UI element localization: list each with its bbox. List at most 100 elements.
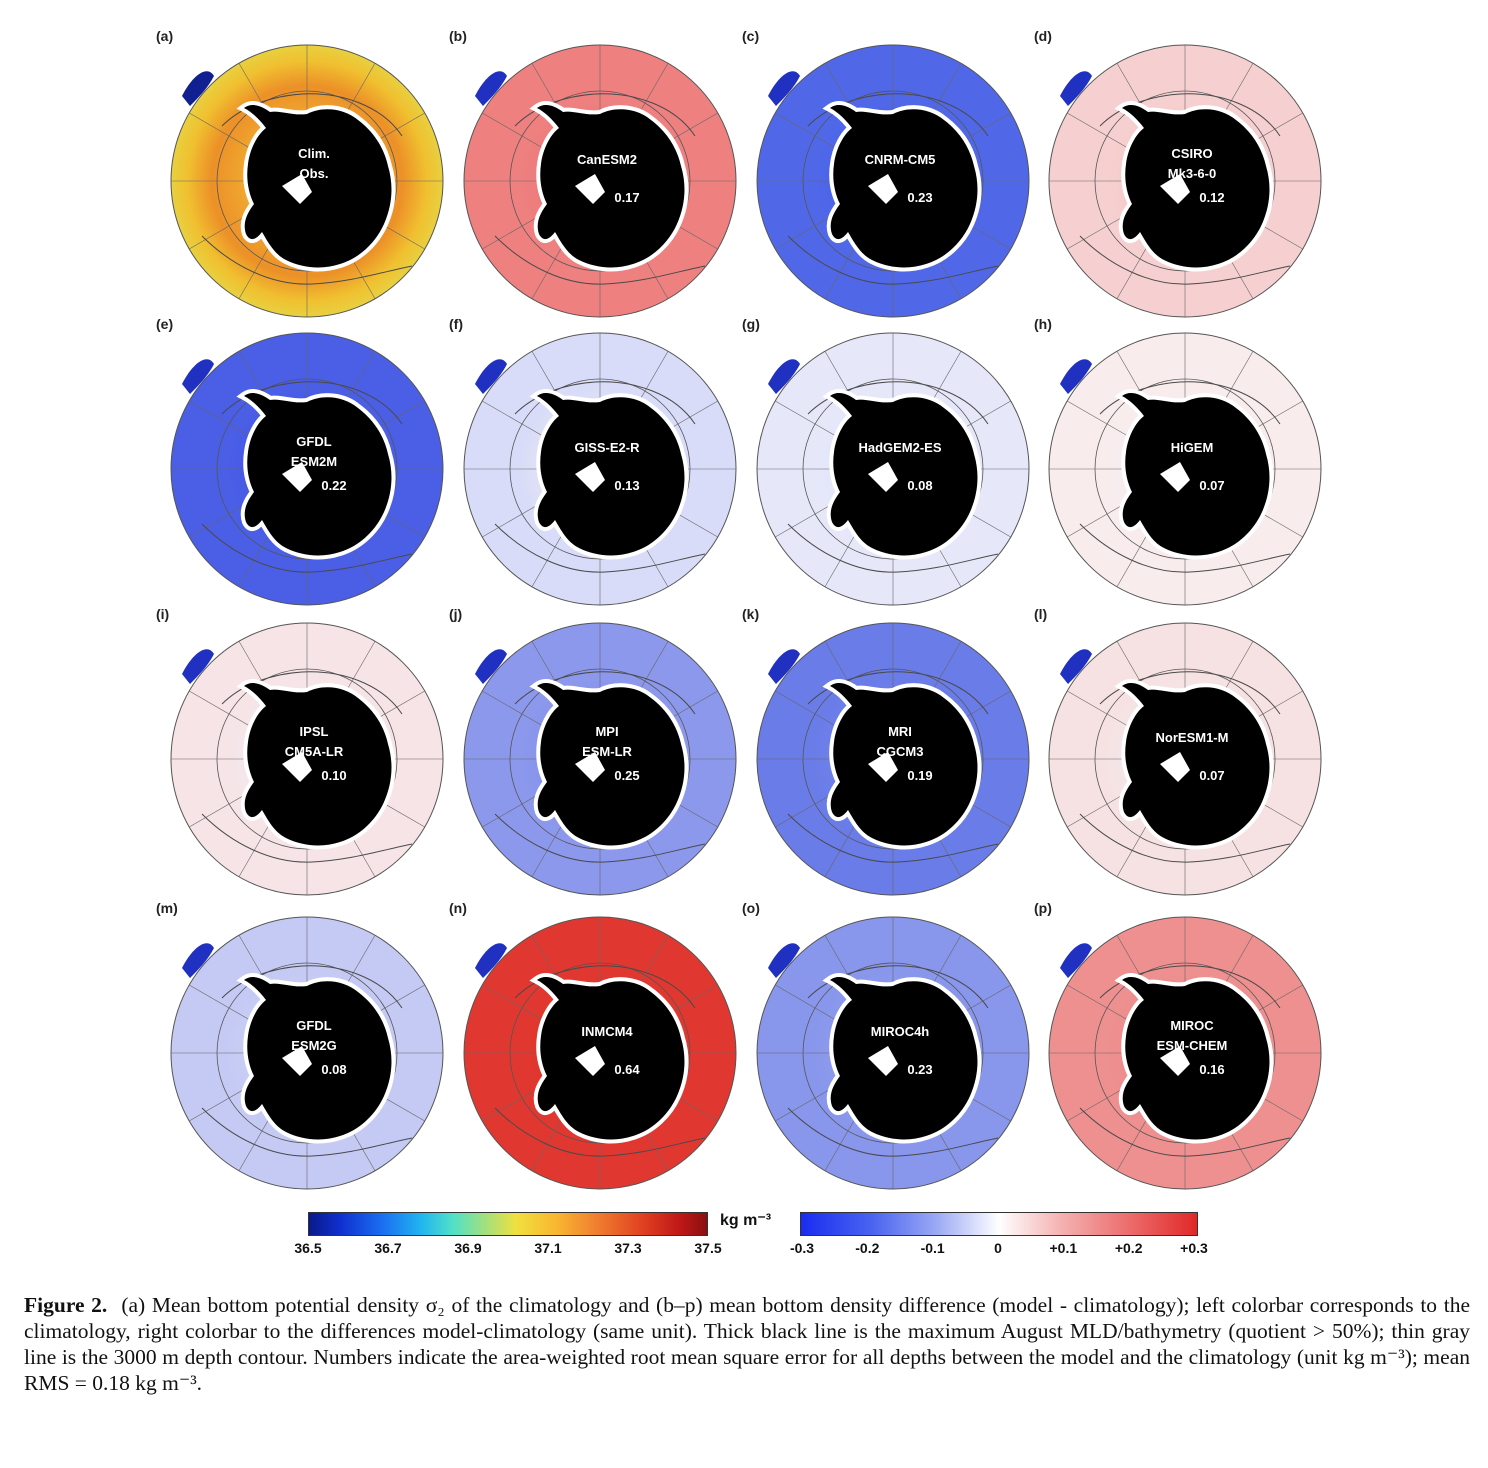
polar-map: MPI ESM-LR 0.25 [463,622,737,896]
colorbar-unit: kg m⁻³ [720,1212,772,1229]
panel-letter: (f) [449,316,463,332]
south-america-tip [768,359,800,394]
antarctica-landmass [1122,683,1270,846]
panel-letter: (p) [1034,900,1052,916]
model-label: GFDL [296,434,331,449]
pole-wedge [868,752,898,782]
antarctica-landmass [830,683,978,846]
panel-letter: (m) [156,900,178,916]
left-colorbar-tick: 37.5 [694,1240,722,1256]
map-panel: (k) MRI CGCM3 0.19 [742,606,1038,904]
panel-letter: (d) [1034,28,1052,44]
figure-caption: Figure 2. (a) Mean bottom potential densi… [24,1292,1470,1396]
antarctica-landmass [537,683,685,846]
model-label: MIROC [1170,1018,1214,1033]
antarctica-landmass [537,977,685,1140]
map-panel: (j) MPI ESM-LR 0.25 [449,606,745,904]
model-label: GISS-E2-R [574,440,640,455]
rms-value: 0.12 [1199,190,1224,205]
rms-value: 0.23 [907,1062,932,1077]
map-panel: (p) MIROC ESM-CHEM 0.16 [1034,900,1330,1198]
south-america-tip [182,359,214,394]
pole-wedge [868,1046,898,1076]
pole-wedge [282,174,312,204]
polar-map: NorESM1-M 0.07 [1048,622,1322,896]
antarctica-landmass [537,393,685,556]
model-label: CM5A-LR [285,744,344,759]
model-label: Obs. [300,166,329,181]
south-america-tip [1060,943,1092,978]
rms-value: 0.16 [1199,1062,1224,1077]
rms-value: 0.19 [907,768,932,783]
pole-wedge [868,174,898,204]
map-panel: (o) MIROC4h 0.23 [742,900,1038,1198]
map-panel: (d) CSIRO Mk3-6-0 0.12 [1034,28,1330,326]
model-label: CanESM2 [577,152,637,167]
model-label: CSIRO [1171,146,1212,161]
south-america-tip [475,71,507,106]
model-label: MRI [888,724,912,739]
south-america-tip [1060,359,1092,394]
model-label: ESM-LR [582,744,632,759]
panel-letter: (o) [742,900,760,916]
antarctica-landmass [830,393,978,556]
caption-label: Figure 2. [24,1293,108,1317]
pole-wedge [575,1046,605,1076]
south-america-tip [182,943,214,978]
antarctica-landmass [1122,105,1270,268]
polar-map: GFDL ESM2M 0.22 [170,332,444,606]
right-colorbar-tick: +0.2 [1114,1240,1143,1256]
pole-wedge [282,462,312,492]
model-label: CNRM-CM5 [865,152,936,167]
model-label: MPI [595,724,618,739]
right-colorbar-tick: -0.1 [920,1240,945,1256]
pole-wedge [282,752,312,782]
model-label: HiGEM [1171,440,1214,455]
map-panel: (c) CNRM-CM5 0.23 [742,28,1038,326]
left-colorbar-tick: 37.1 [534,1240,562,1256]
polar-map: MIROC ESM-CHEM 0.16 [1048,916,1322,1190]
model-label: HadGEM2-ES [858,440,941,455]
model-label: MIROC4h [871,1024,930,1039]
polar-map: Clim. Obs. [170,44,444,318]
pole-wedge [282,1046,312,1076]
model-label: Mk3-6-0 [1168,166,1216,181]
south-america-tip [182,71,214,106]
polar-map: CNRM-CM5 0.23 [756,44,1030,318]
panel-letter: (c) [742,28,760,44]
map-panel: (e) GFDL ESM2M 0.22 [156,316,452,614]
rms-value: 0.25 [614,768,639,783]
map-panel: (b) CanESM2 0.17 [449,28,745,326]
rms-value: 0.07 [1199,768,1224,783]
antarctica-landmass [537,105,685,268]
panel-letter: (h) [1034,316,1052,332]
caption-text: (a) Mean bottom potential density σ₂ of … [24,1293,1470,1395]
polar-map: GISS-E2-R 0.13 [463,332,737,606]
model-label: Clim. [298,146,330,161]
right-colorbar-tick: +0.1 [1049,1240,1078,1256]
south-america-tip [768,71,800,106]
map-panel: (g) HadGEM2-ES 0.08 [742,316,1038,614]
rms-value: 0.22 [321,478,346,493]
model-label: NorESM1-M [1156,730,1229,745]
pole-wedge [1160,174,1190,204]
panel-letter: (b) [449,28,467,44]
south-america-tip [182,649,214,684]
south-america-tip [475,359,507,394]
antarctica-landmass [830,105,978,268]
right-colorbar-tick: -0.3 [789,1240,815,1256]
antarctica-landmass [1122,977,1270,1140]
rms-value: 0.08 [321,1062,346,1077]
panel-letter: (g) [742,316,760,332]
polar-map: INMCM4 0.64 [463,916,737,1190]
antarctica-landmass [244,393,392,556]
rms-value: 0.64 [614,1062,640,1077]
polar-map: CanESM2 0.17 [463,44,737,318]
map-panel: (a) Clim. Obs. [156,28,452,326]
polar-map: CSIRO Mk3-6-0 0.12 [1048,44,1322,318]
pole-wedge [1160,1046,1190,1076]
panel-letter: (a) [156,28,174,44]
map-panel: (i) IPSL CM5A-LR 0.10 [156,606,452,904]
pole-wedge [575,752,605,782]
pole-wedge [1160,462,1190,492]
